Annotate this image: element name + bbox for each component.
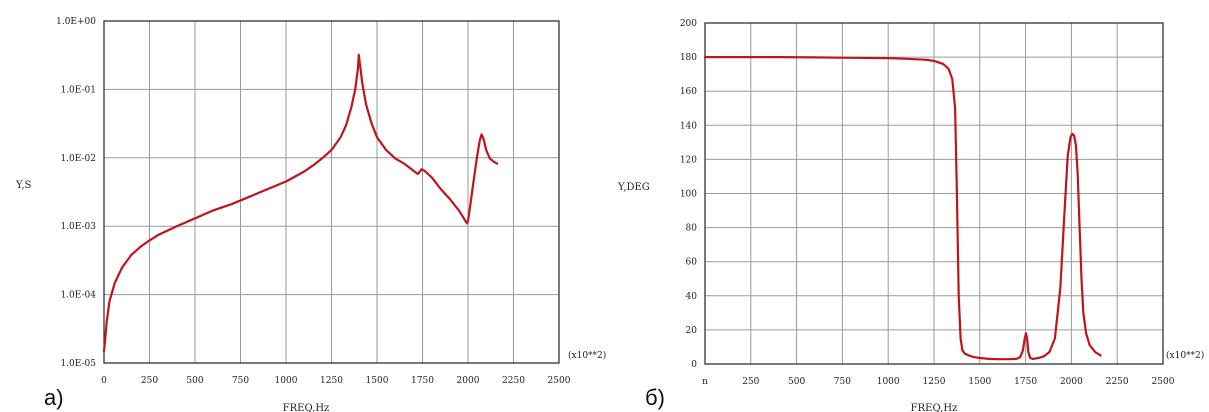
x-tick-label: 2500 bbox=[548, 376, 571, 386]
x-tick-label: n bbox=[702, 377, 708, 387]
y-tick-label: 160 bbox=[680, 87, 697, 97]
panel-label-a: а) bbox=[44, 385, 64, 410]
grid-b bbox=[705, 23, 1163, 364]
y-tick-labels-b: 0 20 40 60 80 100 120 140 160 180 200 bbox=[680, 19, 697, 370]
y-tick-label: 80 bbox=[686, 224, 698, 234]
y-tick-label: 140 bbox=[680, 121, 697, 131]
x-tick-label: 0 bbox=[101, 376, 107, 386]
y-tick-label: 1.0E-01 bbox=[60, 85, 96, 95]
x-tick-labels-a: 0 250 500 750 1000 1250 1500 1750 2000 2250 2500 bbox=[101, 376, 571, 386]
x-tick-label: 750 bbox=[232, 376, 249, 386]
chart-panel-b: 0 20 40 60 80 100 120 140 160 180 200 n 250 500 750 10… bbox=[617, 19, 1204, 412]
x-tick-label: 1500 bbox=[366, 376, 389, 386]
x-tick-labels-b: n 250 500 750 1000 1250 1500 1750 2000 2250 2500 bbox=[702, 377, 1175, 387]
x-multiplier-b: (x10**2) bbox=[1166, 350, 1204, 361]
x-tick-label: 250 bbox=[141, 376, 158, 386]
x-tick-label: 500 bbox=[186, 376, 203, 386]
grid-a bbox=[104, 21, 559, 363]
y-tick-labels-a: 1.0E+00 1.0E-01 1.0E-02 1.0E-03 1.0E-04 1.0E-… bbox=[56, 17, 96, 369]
y-tick-label: 1.0E-02 bbox=[60, 154, 96, 164]
y-tick-label: 200 bbox=[680, 19, 697, 29]
x-tick-label: 1250 bbox=[320, 376, 343, 386]
y-tick-label: 1.0E+00 bbox=[56, 17, 96, 27]
x-tick-label: 2250 bbox=[502, 376, 525, 386]
x-tick-label: 1000 bbox=[275, 376, 298, 386]
y-tick-label: 60 bbox=[686, 258, 698, 268]
x-tick-label: 1750 bbox=[1014, 377, 1037, 387]
plot-frame-a bbox=[103, 20, 560, 364]
series-line-a-0 bbox=[102, 53, 499, 353]
y-tick-label: 1.0E-03 bbox=[60, 222, 96, 232]
panel-label-b: б) bbox=[645, 385, 665, 410]
x-tick-label: 1500 bbox=[968, 377, 991, 387]
x-tick-label: 1750 bbox=[411, 376, 434, 386]
y-tick-label: 1.0E-05 bbox=[60, 359, 96, 369]
x-tick-label: 2250 bbox=[1106, 377, 1129, 387]
plot-frame-b bbox=[704, 22, 1164, 365]
series-curve-a bbox=[102, 53, 499, 353]
series-line-b-0 bbox=[703, 55, 1102, 361]
x-tick-label: 1250 bbox=[923, 377, 946, 387]
y-axis-label-a: Y,S bbox=[15, 180, 31, 191]
y-tick-label: 40 bbox=[686, 292, 698, 302]
x-tick-label: 2500 bbox=[1152, 377, 1175, 387]
x-tick-label: 500 bbox=[788, 377, 805, 387]
x-multiplier-a: (x10**2) bbox=[568, 350, 606, 361]
y-tick-label: 180 bbox=[680, 53, 697, 63]
y-tick-label: 120 bbox=[680, 155, 697, 165]
x-tick-label: 250 bbox=[742, 377, 759, 387]
y-axis-label-b: Y,DEG bbox=[617, 182, 650, 193]
x-tick-label: 2000 bbox=[457, 376, 480, 386]
x-tick-label: 750 bbox=[834, 377, 851, 387]
series-curve-b bbox=[703, 55, 1102, 361]
x-tick-label: 2000 bbox=[1060, 377, 1083, 387]
y-tick-label: 20 bbox=[686, 326, 698, 336]
x-tick-label: 1000 bbox=[877, 377, 900, 387]
y-tick-label: 0 bbox=[691, 360, 697, 370]
x-axis-label-a: FREQ,Hz bbox=[283, 403, 330, 412]
y-tick-label: 1.0E-04 bbox=[60, 291, 96, 301]
chart-panel-a: 1.0E+00 1.0E-01 1.0E-02 1.0E-03 1.0E-04 1.0E-… bbox=[15, 17, 606, 412]
y-tick-label: 100 bbox=[680, 190, 697, 200]
x-axis-label-b: FREQ,Hz bbox=[911, 403, 958, 412]
